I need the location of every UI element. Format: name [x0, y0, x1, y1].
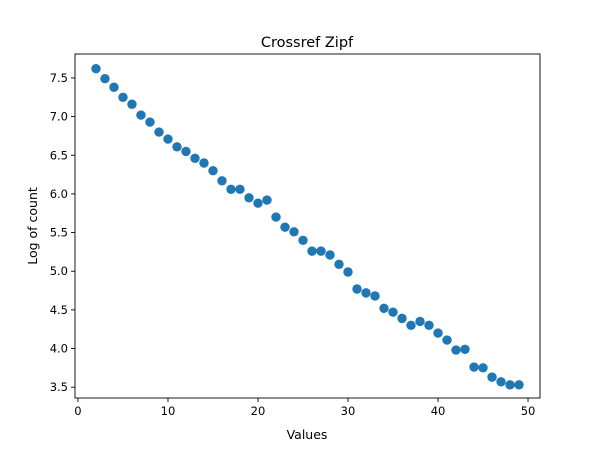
data-point [397, 313, 407, 324]
data-point [478, 363, 488, 373]
data-point [316, 246, 326, 256]
x-axis: 0 10 20 30 40 50 [74, 398, 535, 418]
data-point [244, 193, 254, 203]
data-point [460, 344, 470, 354]
data-point [208, 166, 218, 176]
y-tick-label: 6.5 [50, 148, 68, 162]
y-tick-label: 7.5 [50, 71, 68, 85]
data-point [334, 259, 344, 269]
data-point [181, 146, 191, 157]
data-point [388, 307, 398, 317]
data-point [271, 212, 281, 222]
data-point [469, 362, 479, 372]
y-tick-label: 4.5 [50, 303, 68, 317]
data-point [199, 158, 209, 168]
data-point [298, 235, 308, 246]
data-point [217, 176, 227, 186]
data-point [442, 335, 452, 345]
y-tick-label: 5.5 [50, 226, 68, 240]
data-point [379, 303, 389, 314]
data-point [118, 92, 128, 102]
data-point [163, 134, 173, 144]
data-point [487, 372, 497, 382]
data-point [415, 316, 425, 327]
data-point [127, 99, 137, 109]
chart-title: Crossref Zipf [261, 35, 354, 51]
data-point [154, 127, 164, 137]
y-tick-label: 4.0 [50, 342, 68, 356]
data-point [226, 184, 236, 194]
data-point [109, 82, 119, 92]
data-point [253, 198, 263, 208]
x-tick-label: 40 [431, 404, 446, 418]
data-point [262, 195, 272, 205]
plot-area-frame [74, 53, 541, 399]
data-point [406, 320, 416, 331]
y-axis-label: Log of count [25, 187, 40, 265]
data-point [100, 74, 110, 84]
data-point [280, 222, 290, 232]
data-point [451, 345, 461, 355]
y-tick-label: 5.0 [50, 264, 68, 278]
data-point [505, 380, 515, 390]
data-point [343, 267, 353, 277]
data-point [325, 250, 335, 260]
data-point [172, 142, 182, 152]
data-point [91, 63, 101, 74]
x-tick-label: 0 [74, 404, 81, 418]
y-tick-label: 6.0 [50, 187, 68, 201]
data-point [190, 153, 200, 164]
y-axis: 3.5 4.0 4.5 5.0 5.5 6.0 6.5 7.0 7.5 [50, 71, 75, 394]
data-point [145, 117, 155, 127]
data-point [307, 246, 317, 256]
data-point [361, 288, 371, 298]
x-tick-label: 30 [341, 404, 356, 418]
data-point [433, 328, 443, 338]
data-point [289, 227, 299, 237]
data-point [352, 284, 362, 294]
y-tick-label: 3.5 [50, 380, 68, 394]
x-tick-label: 20 [251, 404, 266, 418]
data-point [424, 320, 434, 331]
data-point [514, 380, 524, 390]
x-tick-label: 10 [161, 404, 176, 418]
x-tick-label: 50 [521, 404, 536, 418]
data-point [136, 110, 146, 120]
data-point [370, 291, 380, 301]
y-tick-label: 7.0 [50, 110, 68, 124]
points-layer [91, 63, 524, 390]
data-point [496, 377, 506, 387]
data-point [235, 184, 245, 194]
x-axis-label: Values [287, 427, 328, 442]
